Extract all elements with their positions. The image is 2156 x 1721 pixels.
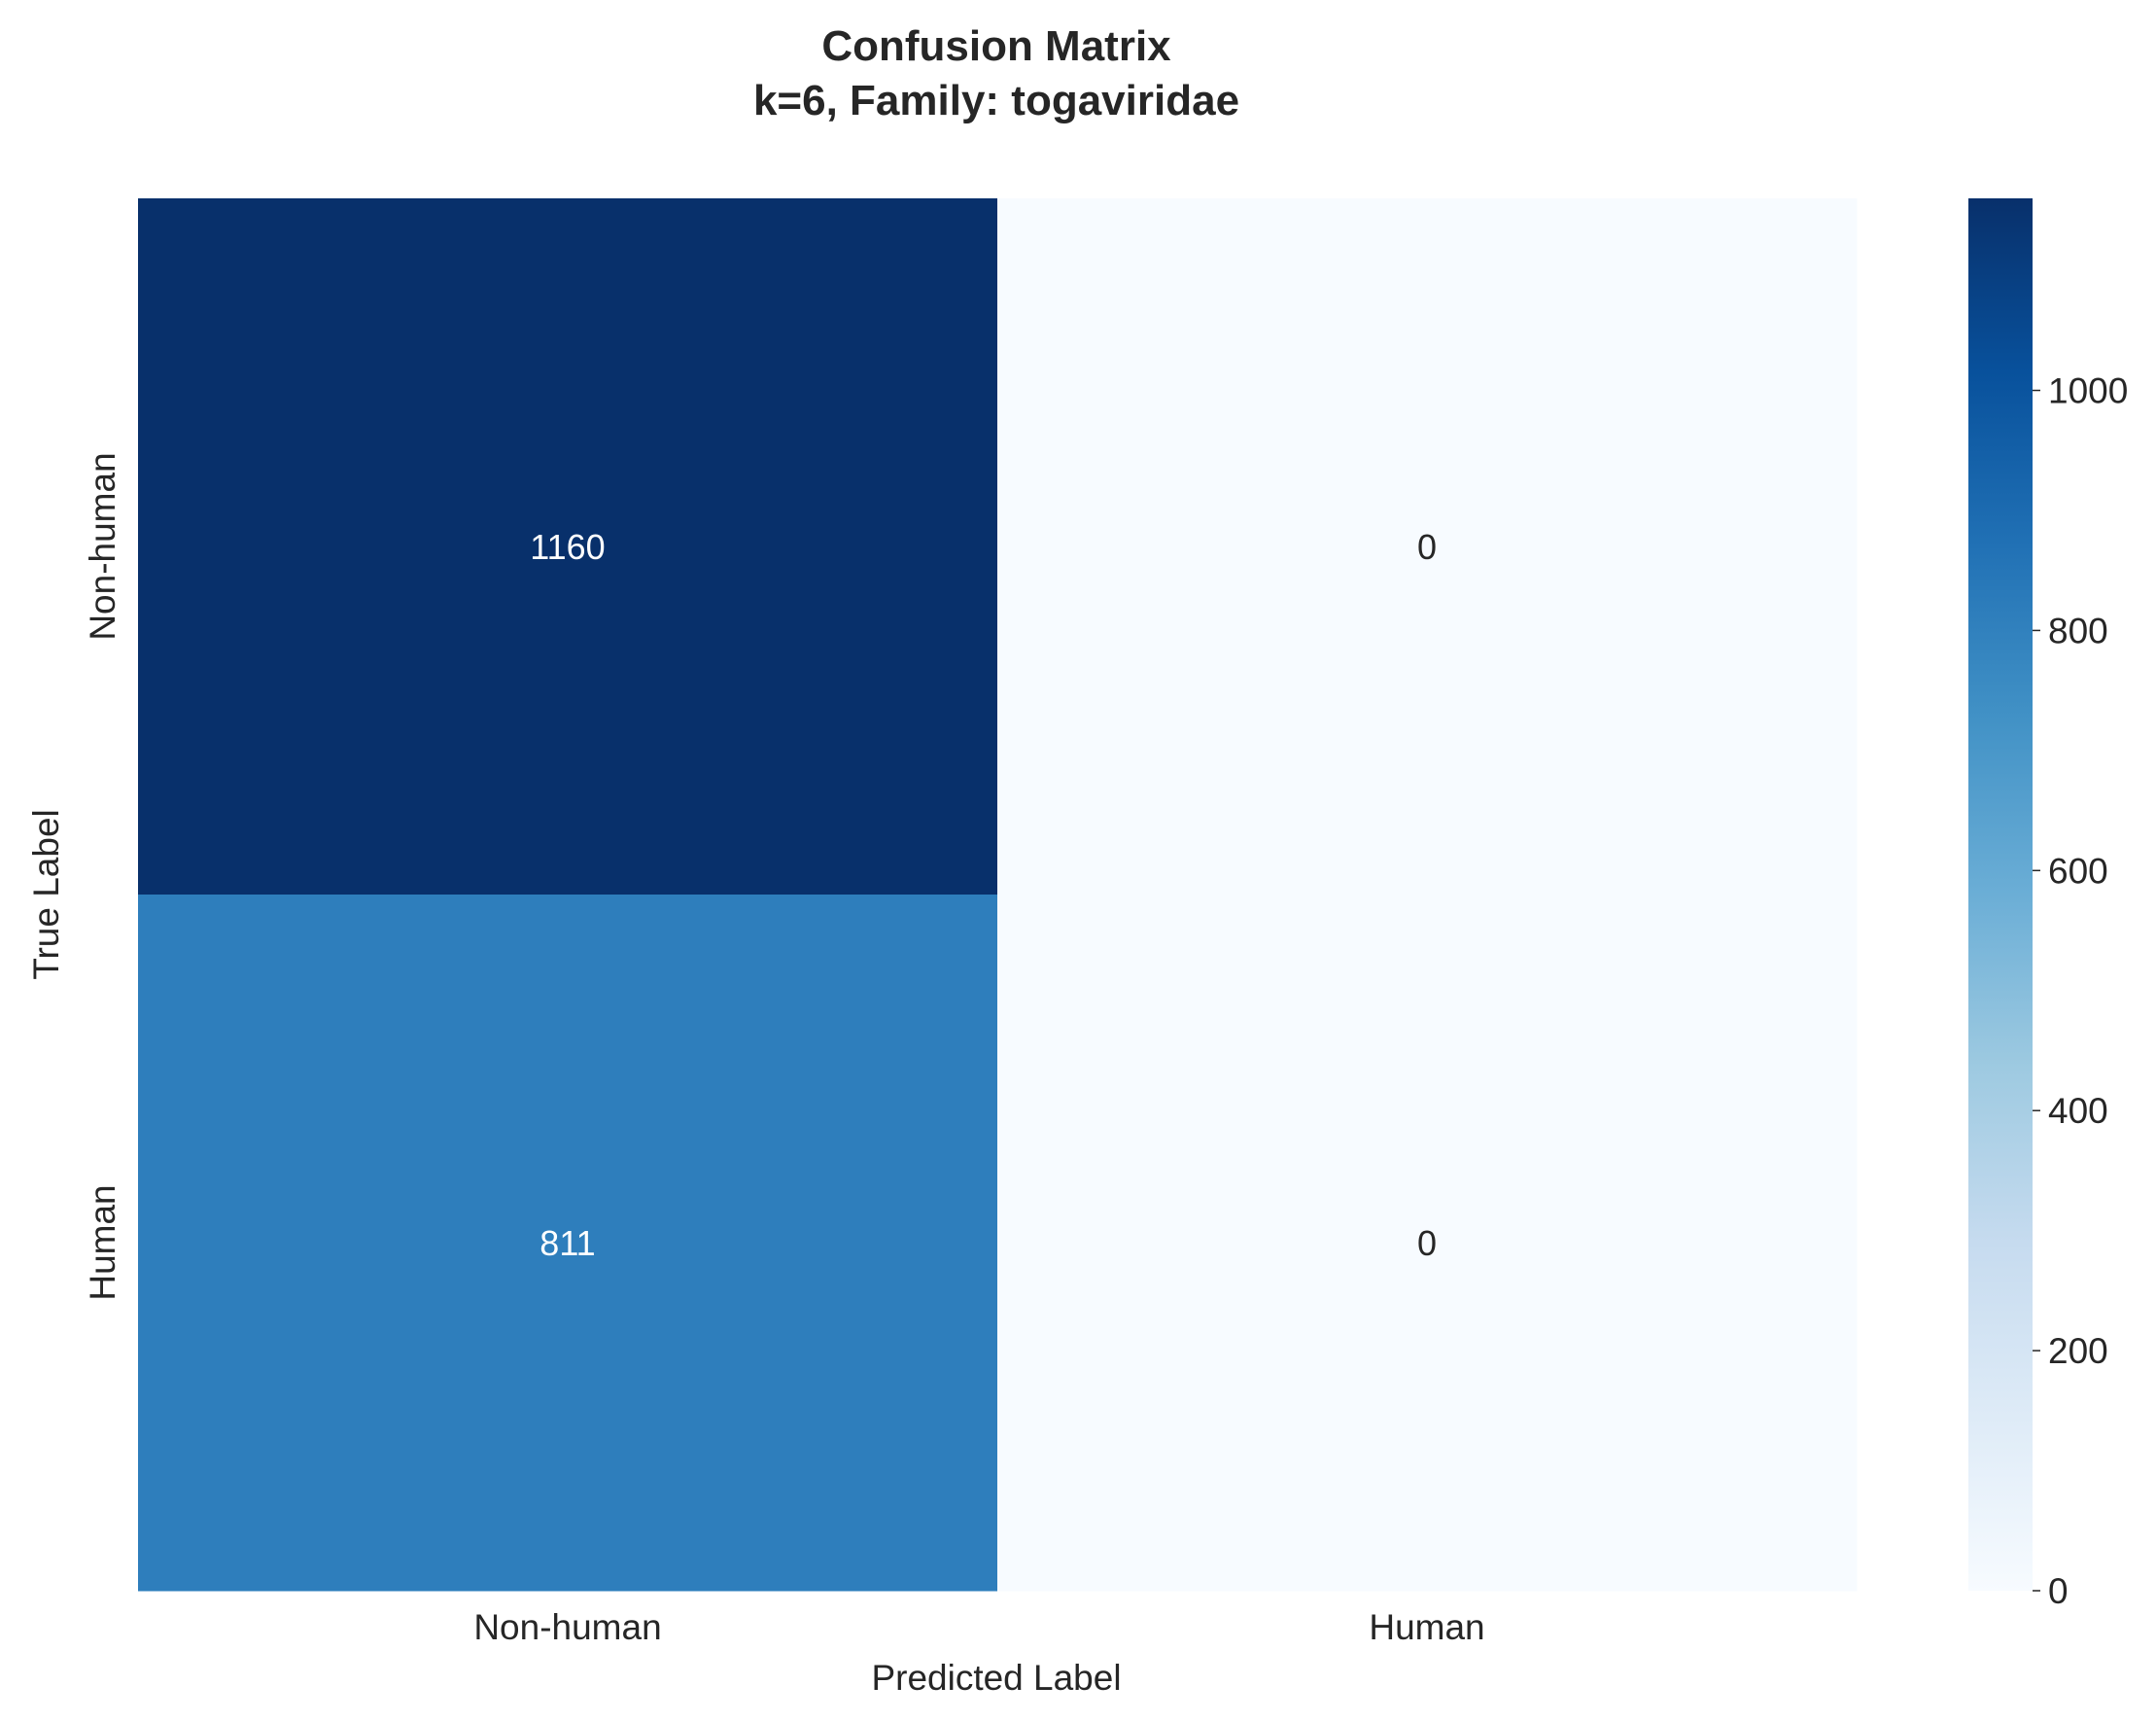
- cell-value-r0-c1: 0: [1417, 527, 1437, 567]
- colorbar-tick-label: 200: [2048, 1331, 2108, 1371]
- colorbar-tick-label: 600: [2048, 851, 2108, 891]
- x-axis-label: Predicted Label: [871, 1658, 1121, 1698]
- colorbar-tick-label: 400: [2048, 1091, 2108, 1131]
- heatmap-cell-r1-c0: [138, 895, 998, 1592]
- colorbar-tick-label: 0: [2048, 1571, 2069, 1611]
- colorbar-tick-label: 800: [2048, 611, 2108, 650]
- x-tick-label: Non-human: [473, 1607, 661, 1647]
- cell-value-r1-c0: 811: [539, 1223, 595, 1263]
- chart-title: Confusion Matrix: [821, 22, 1171, 70]
- heatmap-cells: [138, 198, 1858, 1592]
- heatmap-cell-labels: 1160 0 811 0: [530, 527, 1437, 1263]
- colorbar: [1968, 198, 2033, 1591]
- y-axis-label: True Label: [26, 809, 66, 980]
- cell-value-r1-c1: 0: [1417, 1223, 1437, 1263]
- chart-subtitle: k=6, Family: togaviridae: [753, 77, 1239, 124]
- x-tick-labels: Non-human Human: [473, 1607, 1484, 1647]
- cell-value-r0-c0: 1160: [530, 527, 605, 567]
- y-tick-labels: Non-human Human: [83, 452, 122, 1300]
- y-tick-label: Human: [83, 1184, 122, 1300]
- colorbar-tick-labels: 0 200 400 600 800 1000: [2033, 371, 2128, 1611]
- x-tick-label: Human: [1369, 1607, 1484, 1647]
- heatmap-cell-r1-c1: [997, 895, 1858, 1592]
- heatmap-cell-r0-c0: [138, 198, 998, 896]
- heatmap-cell-r0-c1: [997, 198, 1858, 896]
- y-tick-label: Non-human: [83, 452, 122, 640]
- colorbar-tick-label: 1000: [2048, 371, 2128, 411]
